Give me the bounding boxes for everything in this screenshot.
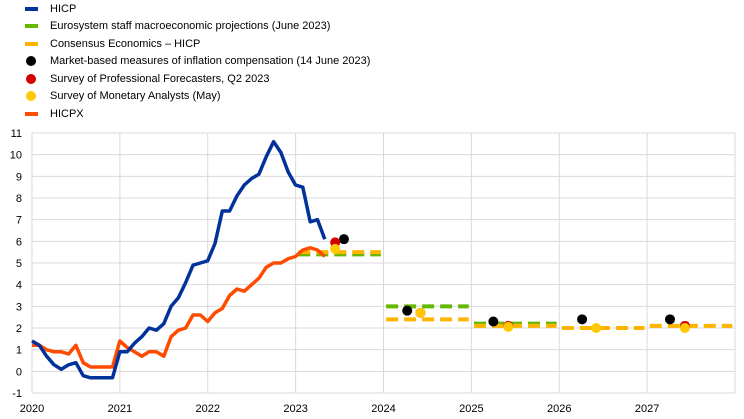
x-tick-label: 2025 <box>459 403 483 415</box>
legend-item: HICPX <box>24 105 370 123</box>
legend-item: HICP <box>24 0 370 18</box>
legend-label: HICPX <box>50 107 84 120</box>
y-tick-label: 2 <box>16 323 22 335</box>
legend-label: Market-based measures of inflation compe… <box>50 55 371 68</box>
legend-marker <box>26 73 36 84</box>
data-point <box>503 321 514 332</box>
y-tick-label: 1 <box>16 345 22 357</box>
legend-label: Consensus Economics – HICP <box>50 37 201 50</box>
x-tick-label: 2020 <box>20 403 44 415</box>
legend-item: Eurosystem staff macroeconomic projectio… <box>24 18 370 36</box>
y-tick-label: 11 <box>11 128 22 140</box>
legend-swatch <box>24 54 38 68</box>
legend: HICP Eurosystem staff macroeconomic proje… <box>24 0 370 123</box>
legend-swatch <box>24 107 38 121</box>
y-tick-label: 4 <box>16 280 22 292</box>
y-tick-label: 8 <box>16 193 22 205</box>
y-tick-label: 10 <box>10 150 22 162</box>
legend-label: HICP <box>50 2 77 15</box>
legend-label: Eurosystem staff macroeconomic projectio… <box>50 20 331 33</box>
data-point <box>591 323 602 333</box>
legend-swatch <box>24 72 38 86</box>
data-point <box>330 243 341 254</box>
y-tick-label: 5 <box>16 258 22 270</box>
series-line-hicp <box>31 139 327 380</box>
legend-marker <box>24 41 38 46</box>
data-point <box>664 314 675 325</box>
y-tick-label: 9 <box>16 171 22 183</box>
x-tick-label: 2027 <box>635 403 659 415</box>
legend-marker <box>26 56 36 67</box>
x-tick-label: 2021 <box>108 403 132 415</box>
x-tick-label: 2023 <box>283 403 307 415</box>
y-tick-label: -1 <box>12 388 22 400</box>
legend-swatch <box>24 37 38 51</box>
legend-marker <box>24 6 38 11</box>
legend-label: Survey of Professional Forecasters, Q2 2… <box>50 72 270 85</box>
data-point <box>338 234 349 245</box>
legend-item: Survey of Monetary Analysts (May) <box>24 88 370 106</box>
data-point <box>577 314 588 325</box>
legend-swatch <box>24 19 38 33</box>
data-point <box>402 305 413 316</box>
legend-item: Consensus Economics – HICP <box>24 35 370 53</box>
y-tick-label: 0 <box>16 366 22 378</box>
legend-marker <box>24 111 38 116</box>
x-tick-label: 2022 <box>196 403 220 415</box>
legend-label: Survey of Monetary Analysts (May) <box>50 90 221 103</box>
y-tick-label: 6 <box>16 236 22 248</box>
legend-item: Survey of Professional Forecasters, Q2 2… <box>24 70 370 88</box>
y-tick-label: 3 <box>16 301 22 313</box>
legend-marker <box>24 24 38 29</box>
data-point <box>679 323 690 333</box>
legend-marker <box>26 91 36 102</box>
legend-swatch <box>24 2 38 16</box>
data-point <box>488 316 499 327</box>
series-line-hicpx <box>32 246 326 369</box>
x-tick-label: 2024 <box>371 403 395 415</box>
data-point <box>415 307 426 318</box>
y-tick-label: 7 <box>16 215 22 227</box>
legend-item: Market-based measures of inflation compe… <box>24 53 370 71</box>
legend-swatch <box>24 89 38 103</box>
x-tick-label: 2026 <box>547 403 571 415</box>
